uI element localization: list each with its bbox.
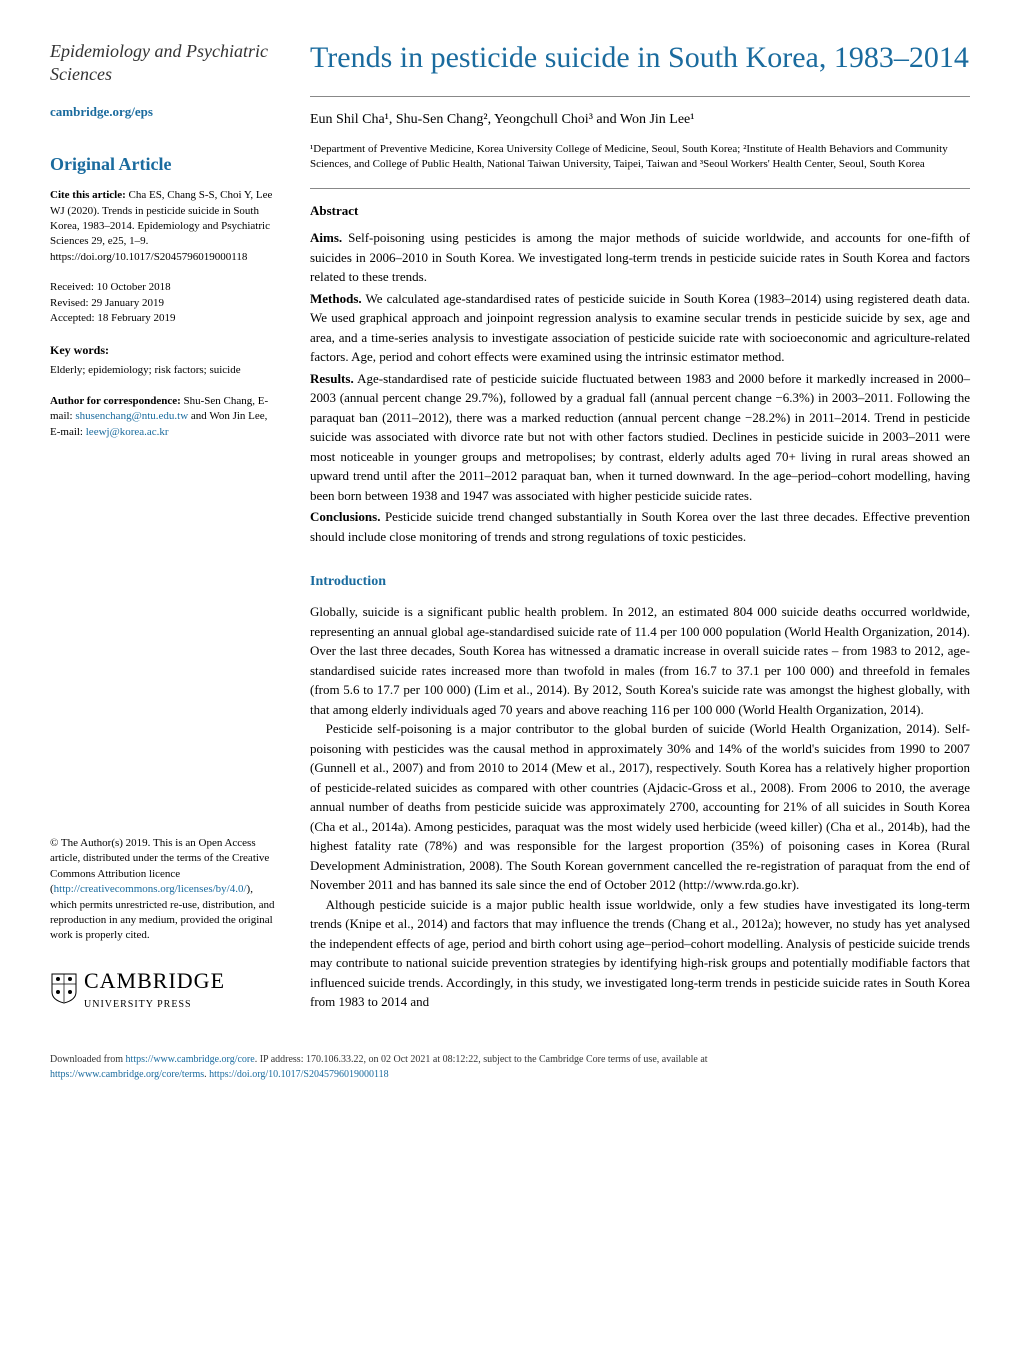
publisher-logo: CAMBRIDGE UNIVERSITY PRESS <box>50 964 280 1012</box>
correspondence-email2[interactable]: leewj@korea.ac.kr <box>86 426 169 438</box>
footer-text2: . IP address: 170.106.33.22, on 02 Oct 2… <box>255 1054 708 1065</box>
keywords-block: Key words: Elderly; epidemiology; risk f… <box>50 341 280 394</box>
aims-label: Aims. <box>310 230 342 245</box>
affiliations: ¹Department of Preventive Medicine, Kore… <box>310 142 970 173</box>
divider <box>310 96 970 97</box>
results-text: Age-standardised rate of pesticide suici… <box>310 371 970 503</box>
correspondence-email1[interactable]: shusenchang@ntu.edu.tw <box>75 410 188 422</box>
intro-para-3: Although pesticide suicide is a major pu… <box>310 895 970 1012</box>
intro-para-1: Globally, suicide is a significant publi… <box>310 602 970 719</box>
footer-url1[interactable]: https://www.cambridge.org/core <box>126 1054 255 1065</box>
keywords-label: Key words: <box>50 341 280 359</box>
divider <box>310 188 970 189</box>
publisher-sub: UNIVERSITY PRESS <box>84 997 225 1012</box>
page-layout: Epidemiology and Psychiatric Sciences ca… <box>50 40 970 1012</box>
authors: Eun Shil Cha¹, Shu-Sen Chang², Yeongchul… <box>310 109 970 130</box>
conclusions-label: Conclusions. <box>310 509 380 524</box>
correspondence-block: Author for correspondence: Shu-Sen Chang… <box>50 394 280 440</box>
accepted-date: Accepted: 18 February 2019 <box>50 311 280 326</box>
journal-url[interactable]: cambridge.org/eps <box>50 102 280 122</box>
intro-para-2: Pesticide self-poisoning is a major cont… <box>310 719 970 895</box>
introduction-heading: Introduction <box>310 571 970 592</box>
citation-label: Cite this article: <box>50 189 126 201</box>
main-content: Trends in pesticide suicide in South Kor… <box>310 40 970 1012</box>
license-url[interactable]: http://creativecommons.org/licenses/by/4… <box>54 883 247 895</box>
methods-label: Methods. <box>310 291 362 306</box>
citation-block: Cite this article: Cha ES, Chang S-S, Ch… <box>50 188 280 265</box>
journal-name: Epidemiology and Psychiatric Sciences <box>50 40 280 87</box>
publisher-name: CAMBRIDGE <box>84 964 225 997</box>
article-type-heading: Original Article <box>50 151 280 178</box>
sidebar-spacer <box>50 440 280 836</box>
conclusions-text: Pesticide suicide trend changed substant… <box>310 509 970 544</box>
aims-text: Self-poisoning using pesticides is among… <box>310 230 970 284</box>
abstract-body: Aims. Self-poisoning using pesticides is… <box>310 228 970 546</box>
footer-url3[interactable]: https://doi.org/10.1017/S204579601900011… <box>209 1069 388 1080</box>
article-title: Trends in pesticide suicide in South Kor… <box>310 40 970 76</box>
footer: Downloaded from https://www.cambridge.or… <box>50 1052 970 1082</box>
abstract-heading: Abstract <box>310 201 970 221</box>
introduction-body: Globally, suicide is a significant publi… <box>310 602 970 1012</box>
keywords-text: Elderly; epidemiology; risk factors; sui… <box>50 362 280 379</box>
footer-text1: Downloaded from <box>50 1054 126 1065</box>
correspondence-label: Author for correspondence: <box>50 395 181 407</box>
revised-date: Revised: 29 January 2019 <box>50 296 280 311</box>
sidebar: Epidemiology and Psychiatric Sciences ca… <box>50 40 280 1012</box>
footer-url2[interactable]: https://www.cambridge.org/core/terms <box>50 1069 204 1080</box>
dates-block: Received: 10 October 2018 Revised: 29 Ja… <box>50 280 280 326</box>
received-date: Received: 10 October 2018 <box>50 280 280 295</box>
shield-icon <box>50 972 78 1004</box>
methods-text: We calculated age-standardised rates of … <box>310 291 970 365</box>
license-block: © The Author(s) 2019. This is an Open Ac… <box>50 836 280 944</box>
results-label: Results. <box>310 371 354 386</box>
